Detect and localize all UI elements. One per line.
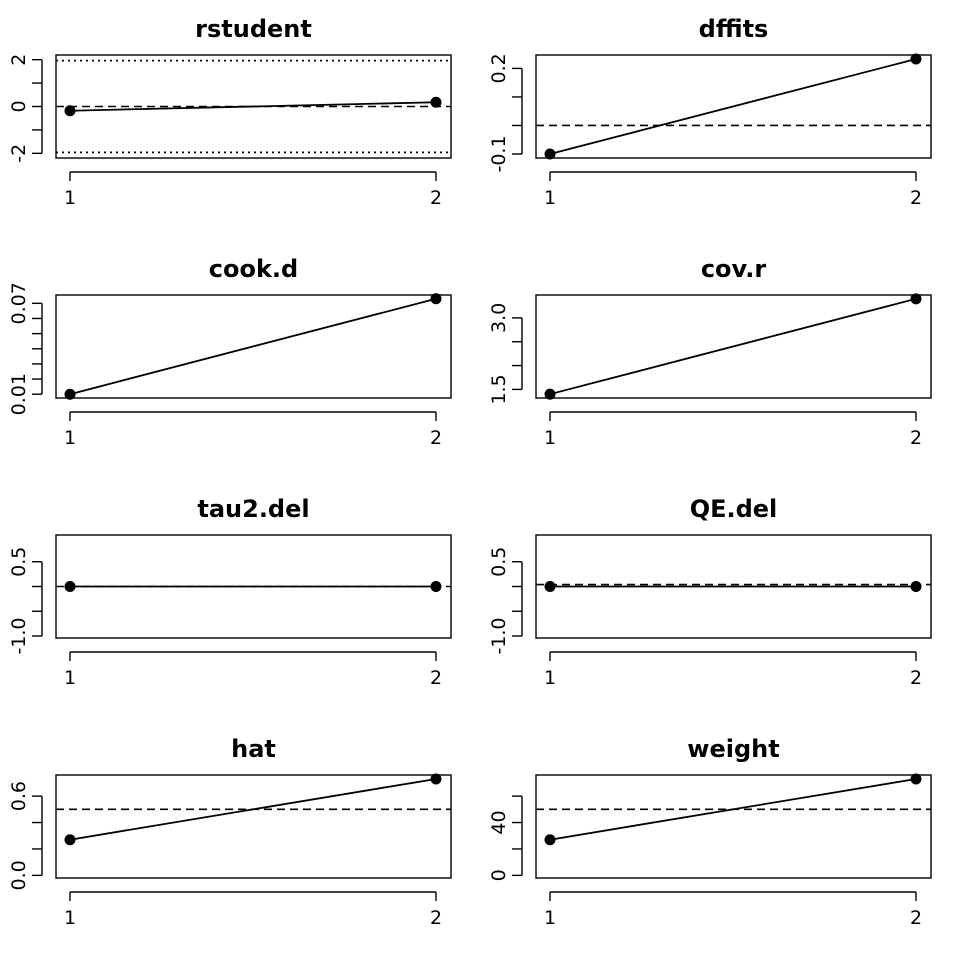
data-point [544, 388, 556, 400]
x-tick-label: 2 [910, 187, 922, 209]
panel-title: cook.d [209, 255, 298, 283]
panel-title: weight [687, 735, 779, 763]
data-point [910, 773, 922, 785]
y-tick-label: -1.0 [8, 617, 30, 654]
panel-dffits: dffits -0.1 0.2 1 2 [488, 15, 932, 209]
plot-frame [535, 774, 932, 879]
data-point [544, 834, 556, 846]
y-tick-label: 3.0 [488, 303, 510, 333]
panel-cov-r: cov.r 1.5 3.0 1 2 [488, 255, 932, 449]
y-tick-label: -1.0 [488, 617, 510, 654]
data-point [430, 581, 442, 592]
data-point [64, 105, 76, 117]
plot-frame [535, 534, 932, 639]
x-tick-label: 1 [544, 907, 556, 929]
y-tick-label: 0.07 [8, 282, 30, 324]
y-tick-label: 0.01 [8, 373, 30, 415]
x-tick-label: 2 [910, 667, 922, 689]
series-line [549, 58, 917, 155]
x-tick-label: 1 [64, 187, 76, 209]
plot-frame [535, 294, 932, 399]
x-tick-label: 2 [430, 187, 442, 209]
data-point [544, 581, 556, 592]
series-line [549, 778, 917, 841]
plot-frame [55, 294, 452, 399]
panel-hat: hat 0.0 0.6 1 2 [8, 735, 452, 929]
panel-weight: weight 0 40 1 2 [488, 735, 932, 929]
data-point [64, 388, 76, 400]
series-line [69, 297, 437, 396]
x-tick-label: 2 [430, 427, 442, 449]
data-point [430, 293, 442, 305]
data-point [64, 834, 76, 846]
panel-cook-d: cook.d 0.01 0.07 1 2 [8, 255, 452, 449]
data-point [910, 293, 922, 305]
series-line [549, 297, 917, 396]
x-tick-label: 2 [910, 907, 922, 929]
plot-frame [55, 774, 452, 879]
y-tick-label: 2 [8, 54, 30, 66]
x-tick-label: 1 [64, 427, 76, 449]
panel-title: tau2.del [197, 495, 309, 523]
data-point [430, 96, 442, 108]
panel-title: dffits [699, 15, 769, 43]
y-tick-label: 0.2 [488, 53, 510, 83]
panel-title: hat [231, 735, 276, 763]
x-tick-label: 2 [430, 667, 442, 689]
data-point [910, 581, 922, 592]
panel-QE-del: QE.del -1.0 0.5 1 2 [488, 495, 932, 689]
x-tick-label: 1 [544, 667, 556, 689]
series-line [69, 101, 437, 112]
panel-title: QE.del [690, 495, 778, 523]
x-tick-label: 1 [544, 427, 556, 449]
y-tick-label: -2 [8, 144, 30, 163]
y-tick-label: -0.1 [488, 135, 510, 172]
y-tick-label: 0 [488, 869, 510, 881]
y-tick-label: 40 [488, 810, 510, 834]
x-tick-label: 1 [64, 907, 76, 929]
panel-tau2-del: tau2.del -1.0 0.5 1 2 [8, 495, 452, 689]
panel-rstudent: rstudent -2 0 2 1 2 [8, 15, 452, 209]
x-tick-label: 1 [544, 187, 556, 209]
x-tick-label: 2 [430, 907, 442, 929]
data-point [64, 581, 76, 592]
y-tick-label: 0.5 [488, 547, 510, 577]
y-tick-label: 1.5 [488, 374, 510, 404]
x-tick-label: 1 [64, 667, 76, 689]
plot-frame [535, 54, 932, 159]
data-point [910, 53, 922, 65]
y-tick-label: 0.6 [8, 781, 30, 811]
data-point [430, 773, 442, 785]
y-tick-label: 0.0 [8, 860, 30, 890]
y-tick-label: 0.5 [8, 547, 30, 577]
x-tick-label: 2 [910, 427, 922, 449]
y-tick-label: 0 [8, 100, 30, 112]
data-point [544, 148, 556, 160]
panel-title: rstudent [195, 15, 312, 43]
panel-title: cov.r [701, 255, 767, 283]
series-line [69, 778, 437, 841]
